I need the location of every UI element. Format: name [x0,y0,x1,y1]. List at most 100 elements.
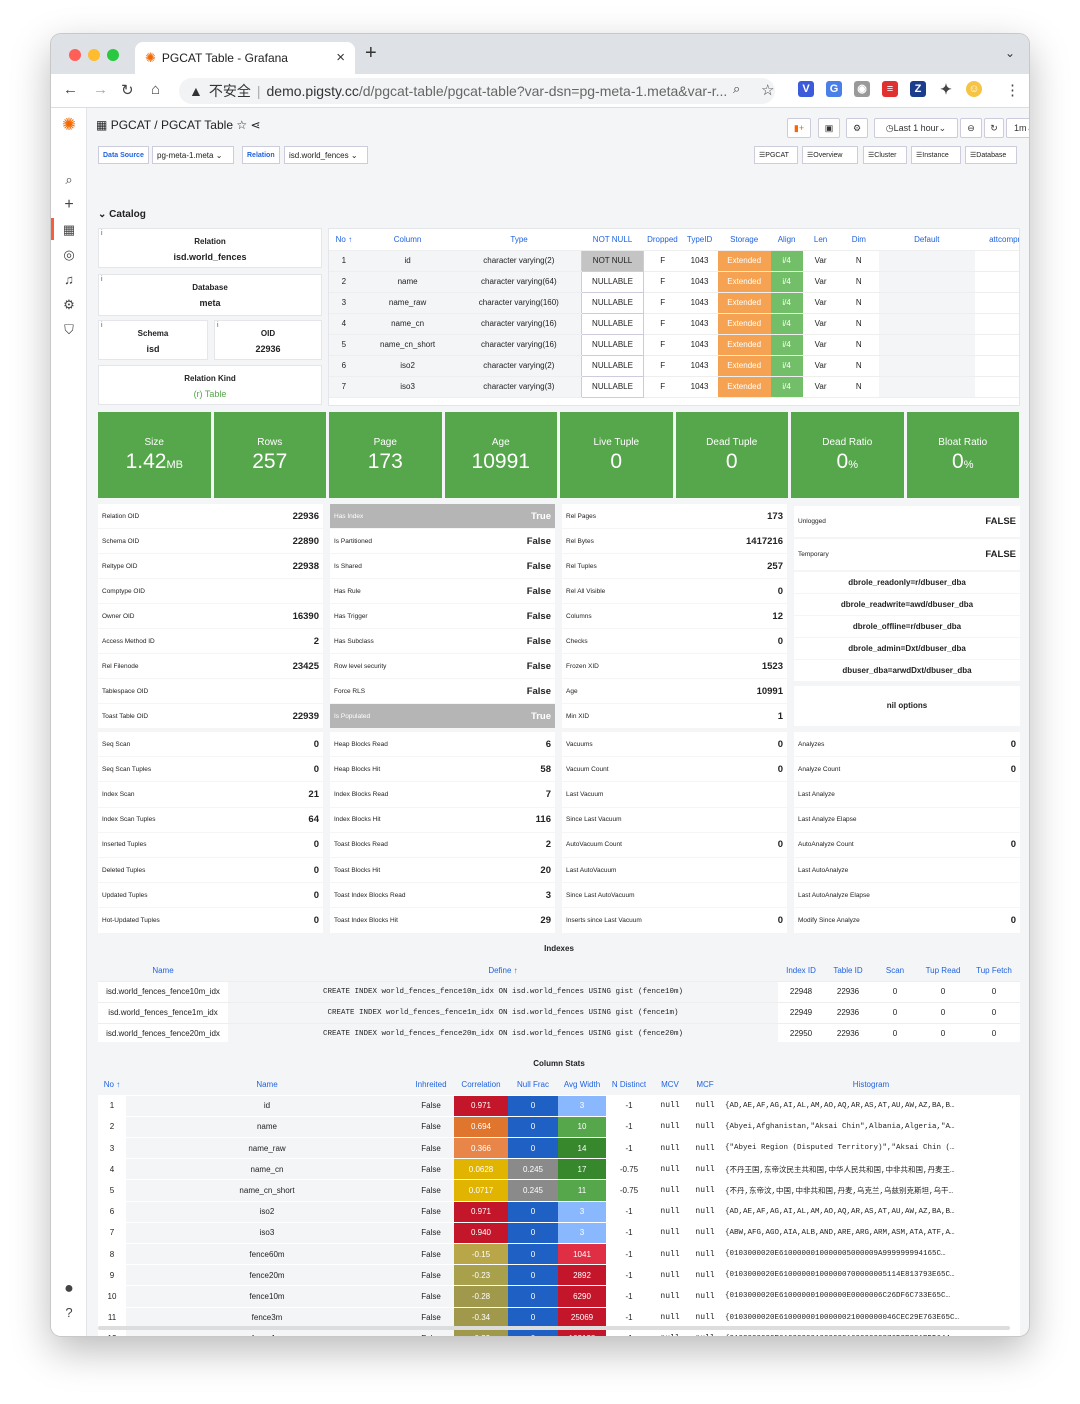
table-cell: CREATE INDEX world_fences_fence1m_idx ON… [228,1002,778,1024]
minimize-window-button[interactable] [88,49,100,61]
column-header[interactable]: Scan [872,960,918,982]
zoom-icon[interactable]: ⌕ [733,81,741,96]
column-header[interactable]: Histogram [722,1074,1020,1096]
column-header[interactable]: attcompressi [974,229,1019,251]
kv-label: Has Index [334,512,364,520]
dashboard-link-pgcat[interactable]: ☰ PGCAT [754,146,798,164]
z-extension-icon[interactable]: Z [910,81,926,97]
stat-value: 257 [214,450,327,474]
column-header[interactable]: Inhreited [408,1074,454,1096]
kv-label: Rel Bytes [566,537,594,545]
explore-compass-icon[interactable]: ◎ [63,247,75,262]
table-cell: Extended [717,271,771,293]
table-cell: iso3 [126,1222,408,1245]
column-header[interactable]: Define ↑ [228,960,778,982]
zoom-out-button[interactable]: ⊖ [960,118,982,138]
dashboards-icon[interactable]: ▦ [62,222,76,237]
column-header[interactable]: NOT NULL [581,229,644,251]
save-dashboard-button[interactable]: ▣ [818,118,840,138]
share-icon[interactable]: ⋖ [250,118,261,132]
column-header[interactable]: Name [126,1074,408,1096]
column-header[interactable]: Len [802,229,839,251]
column-header[interactable]: Storage [717,229,771,251]
column-header[interactable]: No ↑ [98,1074,126,1096]
browser-menu-icon[interactable]: ⋮ [1005,82,1020,99]
extension-v-icon[interactable]: V [798,81,814,97]
column-header[interactable]: Dropped [643,229,682,251]
column-header[interactable]: Correlation [454,1074,508,1096]
profile-avatar-icon[interactable]: ☺ [966,81,982,97]
info-icon[interactable]: i [217,322,219,329]
column-header[interactable]: Align [770,229,803,251]
new-tab-button[interactable]: + [365,42,377,64]
column-header[interactable]: Avg Width [558,1074,606,1096]
datasource-var-select[interactable]: pg-meta-1.meta ⌄ [152,146,234,164]
close-window-button[interactable] [69,49,81,61]
column-header[interactable]: No ↑ [329,229,359,251]
column-header[interactable]: Tup Fetch [968,960,1020,982]
red-extension-icon[interactable]: ≡ [882,81,898,97]
catalog-row-title[interactable]: ⌄ Catalog [98,209,146,220]
puzzle-extensions-icon[interactable]: ✦ [938,81,954,97]
column-header[interactable]: Dim [838,229,879,251]
column-header[interactable]: TypeID [681,229,718,251]
create-plus-icon[interactable]: + [64,196,74,213]
dashboard-link-database[interactable]: ☰ Database [965,146,1017,164]
maximize-window-button[interactable] [107,49,119,61]
globe-extension-icon[interactable]: ◉ [854,81,870,97]
add-panel-button[interactable]: ▮+ [787,118,811,138]
config-gear-icon[interactable]: ⚙ [63,297,75,312]
column-header[interactable]: Null Frac [508,1074,558,1096]
back-icon[interactable]: ← [63,81,78,98]
stat-value: 0 [676,450,789,474]
column-header[interactable]: Index ID [778,960,824,982]
settings-button[interactable]: ⚙ [846,118,868,138]
table-cell: 0.694 [454,1116,508,1139]
close-tab-icon[interactable]: × [336,49,345,66]
column-header[interactable]: Column [358,229,457,251]
stat-label: Bloat Ratio [938,437,988,448]
column-header[interactable]: MCF [688,1074,722,1096]
breadcrumb-folder[interactable]: PGCAT [110,118,151,132]
home-icon[interactable]: ⌂ [151,81,161,98]
refresh-button[interactable]: ↻ [984,118,1004,138]
column-header[interactable]: Table ID [824,960,872,982]
dashboard-link-instance[interactable]: ☰ Instance [911,146,961,164]
alerting-bell-icon[interactable]: ♫ [64,272,74,287]
page-title[interactable]: PGCAT Table [160,118,233,132]
info-icon[interactable]: i [101,322,103,329]
user-avatar-icon[interactable]: ● [64,1280,74,1297]
column-header[interactable]: Type [456,229,582,251]
info-icon[interactable]: i [101,276,103,283]
grafana-logo-icon[interactable]: ✺ [61,115,77,134]
bookmark-star-icon[interactable]: ☆ [761,82,775,99]
table-cell: null [688,1179,722,1202]
acl-role: dbrole_offline=r/dbuser_dba [794,616,1020,637]
column-header[interactable]: Default [878,229,975,251]
column-header[interactable]: MCV [652,1074,688,1096]
translate-extension-icon[interactable]: G [826,81,842,97]
dashboard-link-overview[interactable]: ☰ Overview [802,146,858,164]
grafana-favicon-icon: ✺ [145,50,156,65]
dashboard-link-cluster[interactable]: ☰ Cluster [863,146,907,164]
admin-shield-icon[interactable]: ⛉ [64,322,74,337]
column-header[interactable]: N Distinct [606,1074,652,1096]
info-icon[interactable]: i [101,230,103,237]
search-icon[interactable]: ⌕ [65,172,73,187]
table-cell: 7 [98,1222,126,1245]
url-field[interactable]: ▲ 不安全 | demo.pigsty.cc /d/pgcat-table/pg… [179,78,775,104]
column-header[interactable]: Tup Read [918,960,968,982]
reload-icon[interactable]: ↻ [121,82,134,99]
star-icon[interactable]: ☆ [236,118,248,132]
refresh-interval-select[interactable]: 1m ⌄ [1006,118,1029,138]
table-cell: 0 [872,981,918,1003]
browser-tab[interactable]: ✺ PGCAT Table - Grafana × [135,42,355,74]
tab-list-chevron-icon[interactable]: ⌄ [1004,46,1015,60]
kv-value: False [526,560,551,572]
forward-icon[interactable]: → [93,81,108,98]
help-icon[interactable]: ? [65,1305,73,1320]
relation-var-select[interactable]: isd.world_fences ⌄ [284,146,368,164]
column-header[interactable]: Name [98,960,228,982]
horizontal-scrollbar[interactable] [98,1326,1010,1330]
time-picker-button[interactable]: ◷ Last 1 hour ⌄ [874,118,958,138]
